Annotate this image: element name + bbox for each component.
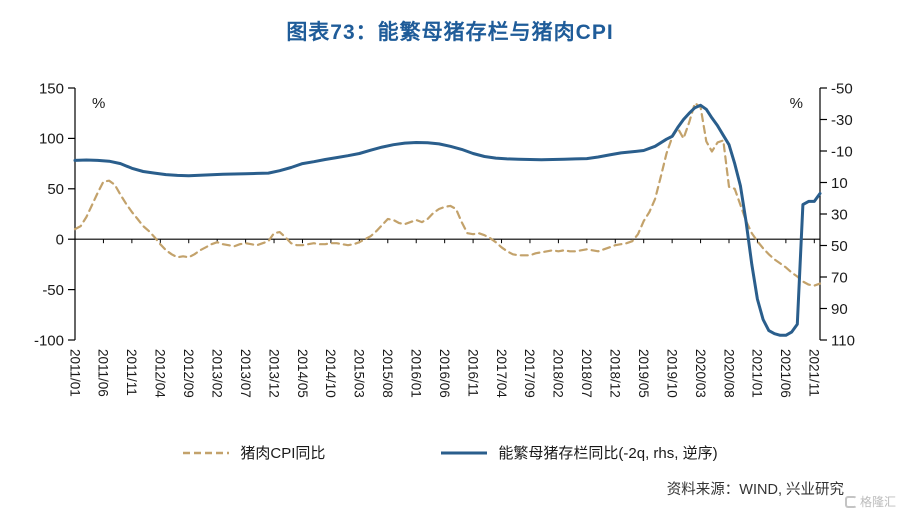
chart-legend: 猪肉CPI同比 能繁母猪存栏同比(-2q, rhs, 逆序) xyxy=(0,442,900,463)
x-axis-tick-label: 2021/06 xyxy=(778,349,793,398)
x-axis-tick-label: 2016/06 xyxy=(437,349,452,398)
x-axis-tick-label: 2020/03 xyxy=(693,349,708,398)
x-axis-tick-label: 2017/09 xyxy=(522,349,537,398)
pork-cpi-line xyxy=(73,102,822,287)
legend-label-cpi: 猪肉CPI同比 xyxy=(240,445,326,462)
x-axis-tick-label: 2012/09 xyxy=(181,349,196,398)
left-axis-tick-label: -50 xyxy=(42,282,64,299)
x-axis-tick-label: 2018/12 xyxy=(608,349,623,398)
x-axis-tick-label: 2012/04 xyxy=(153,349,168,398)
left-axis-tick-label: -100 xyxy=(34,332,64,349)
x-axis-tick-label: 2014/05 xyxy=(295,349,310,398)
x-axis-tick-label: 2013/12 xyxy=(266,349,281,398)
x-axis-tick-label: 2016/11 xyxy=(465,349,480,397)
x-axis-tick-label: 2013/07 xyxy=(238,349,253,398)
gelonghui-watermark: 格隆汇 xyxy=(844,495,896,509)
gelonghui-logo-icon xyxy=(844,496,857,508)
left-axis-unit-label: % xyxy=(92,95,105,112)
x-axis-tick-label: 2019/05 xyxy=(636,349,651,398)
left-axis-tick-label: 150 xyxy=(39,80,64,97)
dashed-line-swatch-icon xyxy=(183,451,230,454)
left-axis-tick-label: 100 xyxy=(39,131,64,148)
right-axis-tick-label: -10 xyxy=(831,143,853,160)
sow-inventory-line xyxy=(73,103,822,337)
x-axis-tick-label: 2013/02 xyxy=(209,349,224,398)
solid-line-swatch-icon xyxy=(441,451,488,454)
x-axis-tick-label: 2014/10 xyxy=(323,349,338,398)
left-axis-tick-label: 0 xyxy=(56,231,64,248)
x-axis-tick-label: 2018/07 xyxy=(579,349,594,398)
right-axis-tick-label: 50 xyxy=(831,238,848,255)
legend-label-sow: 能繁母猪存栏同比(-2q, rhs, 逆序) xyxy=(498,445,718,462)
legend-item-cpi: 猪肉CPI同比 xyxy=(182,442,325,463)
gelonghui-logo-text: 格隆汇 xyxy=(859,495,896,509)
right-axis-tick-label: -30 xyxy=(831,112,853,129)
x-axis-tick-label: 2021/11 xyxy=(807,349,822,397)
x-axis-tick-label: 2011/11 xyxy=(124,349,139,396)
right-axis-tick-label: 30 xyxy=(831,206,848,223)
x-axis-tick-label: 2011/01 xyxy=(67,349,82,397)
source-text: 资料来源：WIND, 兴业研究 xyxy=(666,482,844,498)
legend-item-sow: 能繁母猪存栏同比(-2q, rhs, 逆序) xyxy=(440,442,718,463)
right-axis-tick-label: 90 xyxy=(831,301,848,318)
x-axis-tick-label: 2015/03 xyxy=(352,349,367,398)
x-axis-tick-label: 2019/10 xyxy=(664,349,679,398)
x-axis-tick-label: 2017/04 xyxy=(494,349,509,398)
right-axis-tick-label: 10 xyxy=(831,175,848,192)
right-axis-tick-label: 110 xyxy=(831,332,855,349)
chart-title: 图表73：能繁母猪存栏与猪肉CPI xyxy=(286,21,614,44)
right-axis-tick-label: -50 xyxy=(831,80,853,97)
right-axis-unit-label: % xyxy=(790,95,803,112)
left-axis-tick-label: 50 xyxy=(47,181,64,198)
x-axis-tick-label: 2018/02 xyxy=(551,349,566,398)
x-axis-tick-label: 2015/08 xyxy=(380,349,395,398)
right-axis-tick-label: 70 xyxy=(831,269,848,286)
x-axis-tick-label: 2021/01 xyxy=(750,349,765,398)
x-axis-tick-label: 2020/08 xyxy=(721,349,736,398)
x-axis-tick-label: 2016/01 xyxy=(408,349,423,398)
x-axis-tick-label: 2011/06 xyxy=(96,349,111,397)
